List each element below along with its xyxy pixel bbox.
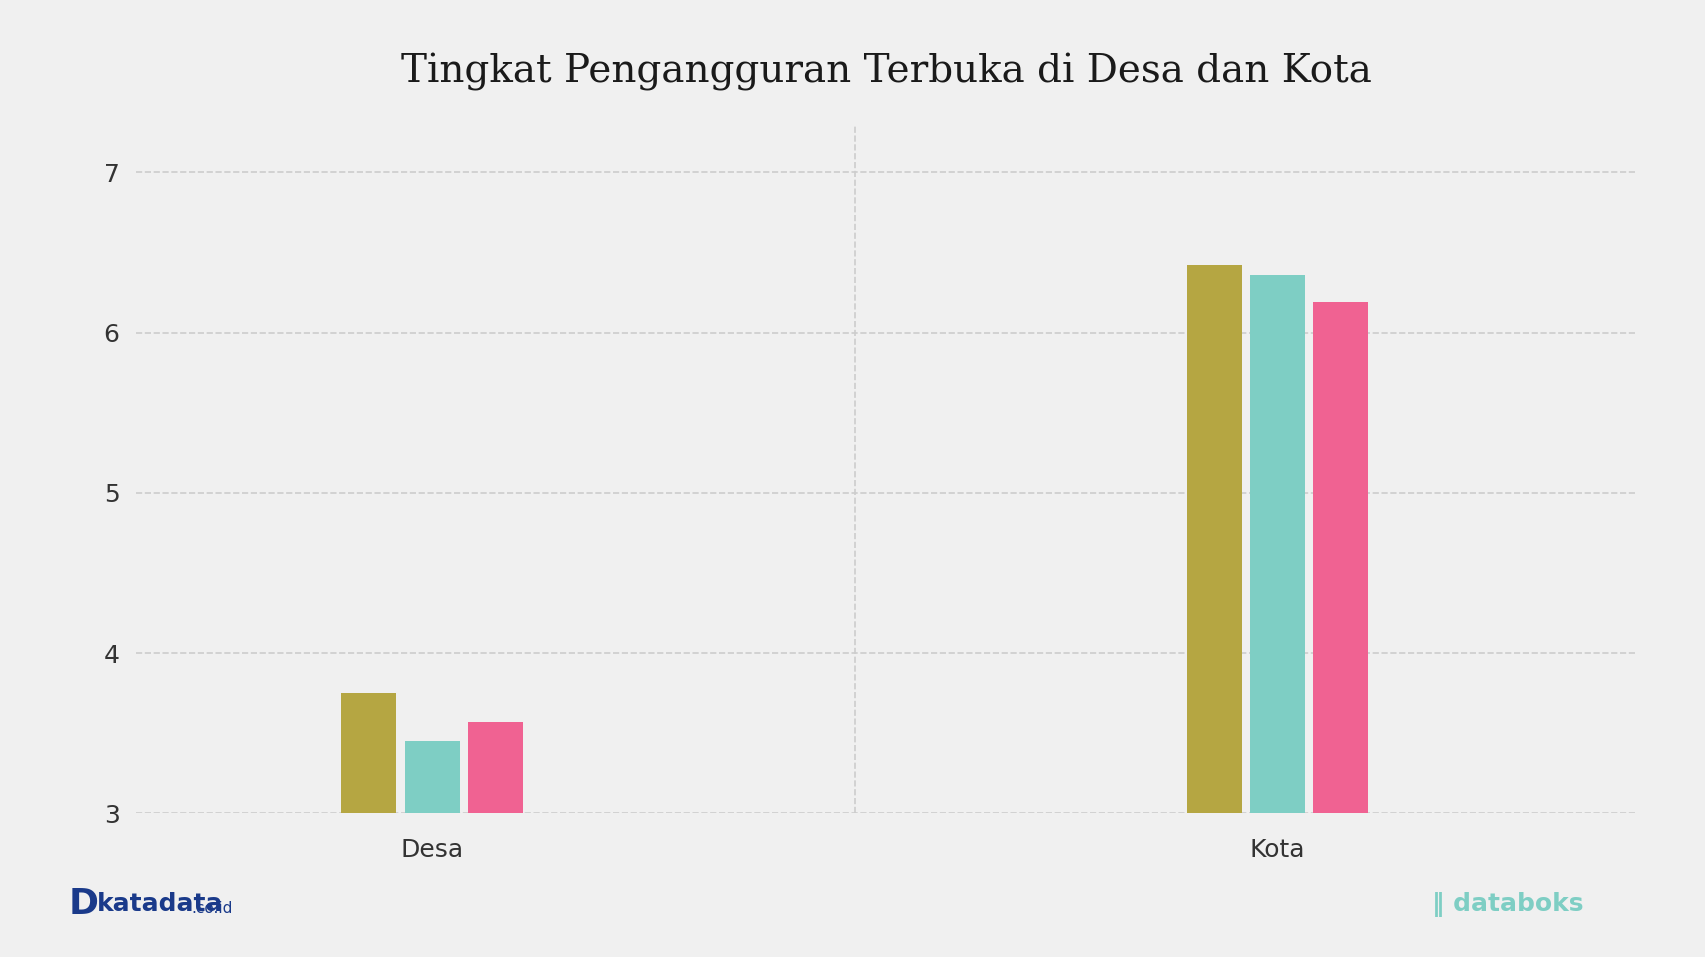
Bar	[404, 742, 460, 813]
Bar	[1313, 302, 1369, 813]
Text: .co.id: .co.id	[191, 901, 232, 916]
Bar	[469, 723, 523, 813]
Bar	[1187, 265, 1241, 813]
Text: katadata: katadata	[97, 892, 223, 917]
Text: D: D	[68, 887, 99, 922]
Bar	[341, 693, 396, 813]
Title: Tingkat Pengangguran Terbuka di Desa dan Kota: Tingkat Pengangguran Terbuka di Desa dan…	[401, 54, 1373, 91]
Bar	[1250, 275, 1304, 813]
Text: ‖ databoks: ‖ databoks	[1432, 892, 1584, 917]
